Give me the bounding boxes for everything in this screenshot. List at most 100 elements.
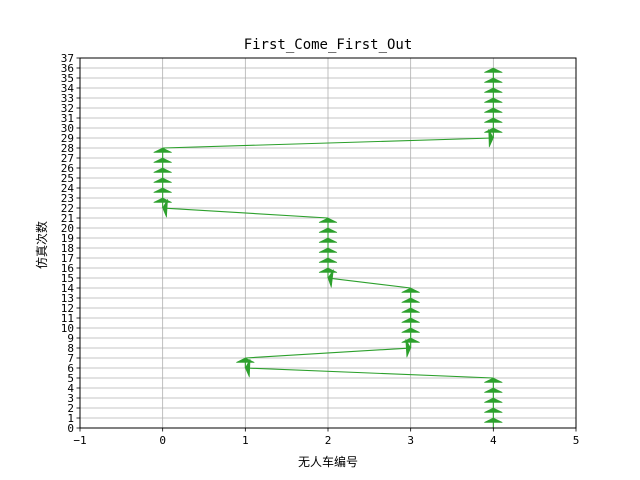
arrow-head [153,167,172,173]
arrow-head [484,67,503,73]
arrow-head [484,407,503,413]
arrow [244,359,494,379]
arrow [401,337,420,348]
x-axis: −1 0 1 2 3 4 5 [73,428,579,447]
arrow-head [318,227,338,233]
arrow [401,307,420,318]
arrow [153,157,172,168]
y-tick-label: 31 [61,112,74,125]
y-tick-label: 6 [67,362,74,375]
y-tick-label: 8 [67,342,74,355]
arrow-head [318,237,338,243]
arrow [484,127,503,138]
y-tick-label: 34 [61,82,75,95]
arrow-head [484,87,503,93]
arrow-head [484,77,503,83]
y-tick-label: 15 [61,272,74,285]
arrow-head [401,317,420,323]
arrow [153,187,172,198]
arrow-head [484,377,503,383]
arrow [484,377,503,388]
arrow-shaft [245,347,407,359]
y-tick-label: 26 [61,162,74,175]
arrow-head [484,417,503,423]
arrow [153,147,172,158]
arrow [484,117,503,128]
y-tick-label: 7 [67,352,74,365]
y-tick-label: 24 [61,182,75,195]
arrow [484,417,503,428]
arrow [484,387,503,398]
arrow-head [401,327,420,333]
arrow [318,227,338,238]
arrow-head [236,357,255,363]
y-tick-label: 5 [67,372,74,385]
arrow [484,87,503,98]
y-tick-label: 21 [61,212,74,225]
y-tick-label: 14 [61,282,75,295]
arrow-shaft [167,207,329,219]
arrow-head [318,247,338,253]
arrow-head [153,147,172,153]
y-tick-label: 2 [67,402,74,415]
arrow [318,237,338,248]
x-tick-label: 3 [407,434,414,447]
y-tick-label: 27 [61,152,74,165]
arrow-head [484,127,503,133]
arrow-head [484,107,503,113]
arrow-head [318,217,338,223]
arrow-head [153,197,172,203]
y-tick-label: 3 [67,392,74,405]
y-tick-label: 16 [61,262,74,275]
y-tick-label: 11 [61,312,74,325]
x-tick-label: −1 [73,434,86,447]
y-tick-label: 32 [61,102,74,115]
arrow [153,177,172,188]
arrow-series [153,67,503,428]
arrow [327,269,411,289]
arrow [318,217,338,228]
x-tick-label: 0 [159,434,166,447]
arrow-shaft [249,367,494,379]
arrow [484,107,503,118]
arrow-head [401,297,420,303]
arrow [484,77,503,88]
arrow [318,267,338,278]
arrow-head [484,97,503,103]
y-tick-label: 9 [67,332,74,345]
arrow [401,297,420,308]
y-tick-label: 37 [61,52,74,65]
arrow [401,287,420,298]
y-tick-label: 23 [61,192,74,205]
arrow [484,67,503,78]
y-tick-label: 10 [61,322,74,335]
arrow-head [153,177,172,183]
arrow-head [153,157,172,163]
y-tick-label: 19 [61,232,74,245]
y-tick-label: 25 [61,172,74,185]
arrow-head [318,267,338,273]
x-tick-label: 5 [573,434,580,447]
y-tick-label: 35 [61,72,74,85]
arrow [401,327,420,338]
y-tick-label: 13 [61,292,74,305]
arrow [153,167,172,178]
arrow [153,197,172,208]
y-tick-label: 22 [61,202,74,215]
chart-title: First_Come_First_Out [244,37,413,53]
y-tick-label: 30 [61,122,74,135]
y-tick-label: 17 [61,252,74,265]
arrow [236,357,255,368]
arrow-head [401,287,420,293]
y-axis: 0123456789101112131415161718192021222324… [61,52,80,435]
arrow-head [484,397,503,403]
arrow-shaft [162,137,489,149]
arrow-head [401,337,420,343]
y-tick-label: 1 [67,412,74,425]
x-tick-label: 1 [242,434,249,447]
y-tick-label: 12 [61,302,74,315]
arrow-head [401,307,420,313]
arrow [484,97,503,108]
y-tick-label: 28 [61,142,74,155]
arrow-shaft [332,277,411,289]
